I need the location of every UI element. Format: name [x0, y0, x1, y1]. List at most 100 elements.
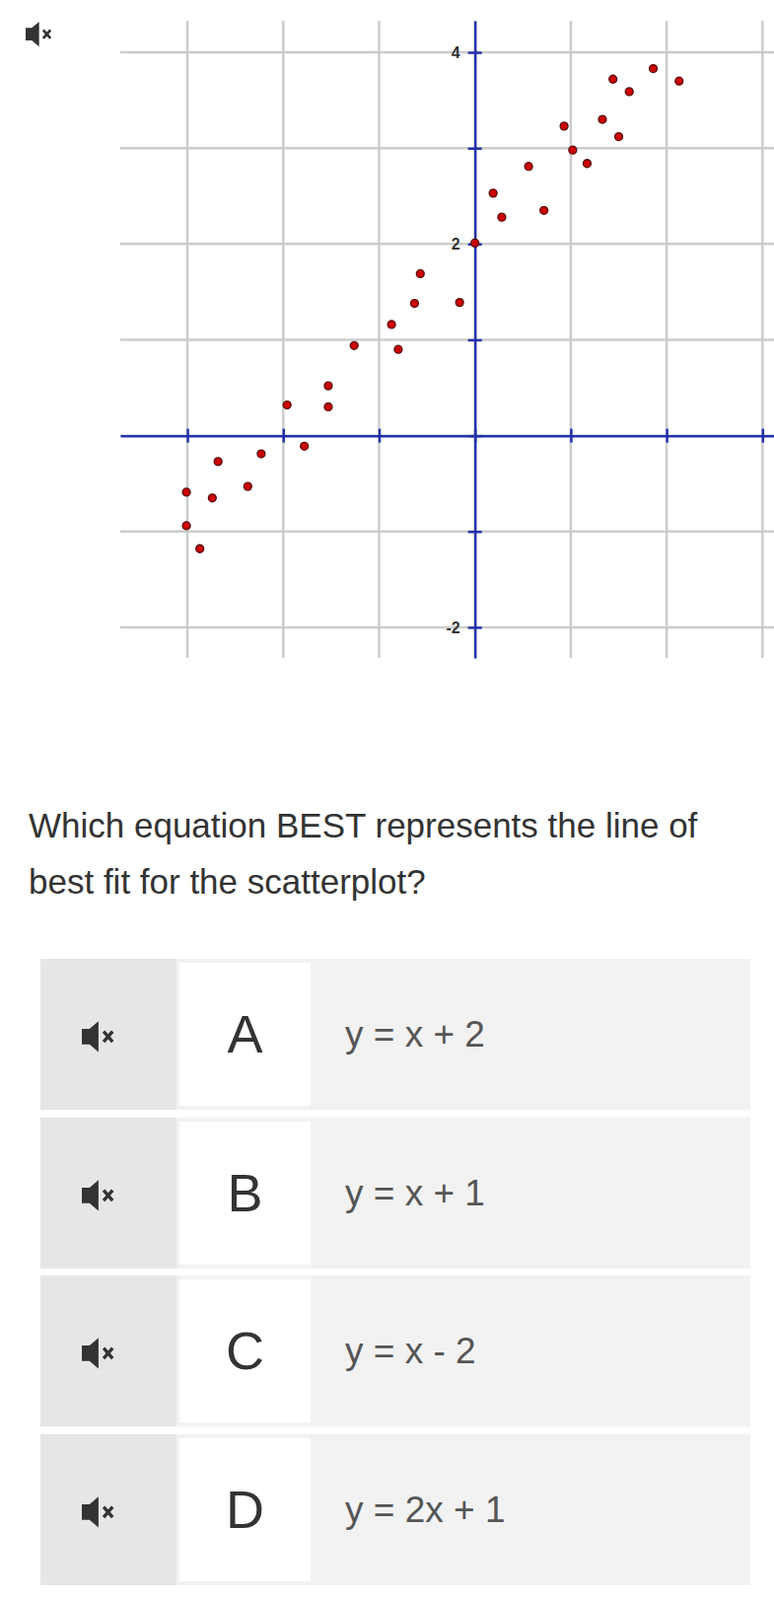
option-audio[interactable] — [40, 1433, 177, 1585]
tick-mark — [468, 530, 483, 534]
tick-label: 4 — [451, 44, 461, 62]
option-letter: A — [179, 962, 311, 1106]
grid-line-y — [120, 51, 774, 55]
mute-icon — [81, 1495, 113, 1527]
option-audio[interactable] — [40, 958, 177, 1110]
tick-label: 2 — [451, 235, 461, 253]
tick-mark — [468, 146, 483, 150]
tick — [468, 435, 483, 437]
point — [182, 521, 191, 530]
option-audio[interactable] — [40, 1117, 177, 1268]
points — [182, 65, 684, 554]
answer-option[interactable]: Dy = 2x + 1 — [40, 1433, 751, 1585]
tick: -2 — [445, 619, 482, 636]
point — [598, 115, 607, 124]
audio-icon — [40, 958, 177, 1110]
y-axis: -2 2 4 — [445, 21, 482, 659]
tick-mark — [569, 428, 573, 443]
option-text: y = 2x + 1 — [345, 1433, 506, 1585]
point — [497, 212, 506, 221]
tick — [468, 147, 483, 149]
tick-mark — [468, 434, 483, 438]
point — [649, 65, 658, 73]
option-letter: C — [179, 1278, 311, 1422]
answer-option[interactable]: Cy = x - 2 — [40, 1274, 751, 1426]
tick — [282, 428, 284, 443]
tick-mark — [282, 428, 286, 443]
option-letter: B — [179, 1121, 311, 1265]
option-text: y = x + 2 — [345, 958, 486, 1110]
x-axis — [121, 428, 774, 443]
point — [387, 320, 396, 329]
option-text: y = x + 1 — [345, 1117, 486, 1268]
point — [455, 298, 464, 307]
point — [324, 402, 333, 411]
option-audio[interactable] — [40, 1274, 177, 1426]
axis-line — [121, 434, 774, 438]
point — [208, 493, 216, 502]
point — [410, 299, 419, 308]
speaker-shape — [81, 1020, 99, 1052]
mute-icon — [81, 1336, 113, 1368]
tick — [187, 428, 189, 443]
mute-icon — [81, 1179, 113, 1210]
speaker-shape — [81, 1336, 99, 1368]
mute-icon — [81, 1020, 113, 1052]
mute-cross — [103, 1031, 113, 1042]
point — [324, 381, 333, 390]
speaker-shape — [81, 1495, 99, 1527]
mute-cross — [103, 1505, 113, 1516]
point — [416, 269, 424, 278]
grid-line-y — [120, 338, 774, 342]
tick-mark — [186, 428, 190, 443]
grid-line-y — [120, 530, 774, 534]
point — [582, 159, 591, 168]
chart: -2 2 4 — [0, 0, 774, 691]
mute-icon[interactable] — [25, 21, 51, 47]
point — [489, 189, 497, 198]
audio-icon — [40, 1433, 177, 1585]
tick — [468, 531, 483, 533]
grid-line-y — [120, 242, 774, 246]
grid-line-y — [120, 146, 774, 150]
tick-mark — [665, 428, 669, 443]
point — [300, 441, 309, 450]
tick — [666, 428, 668, 443]
audio-icon — [40, 1117, 177, 1268]
tick — [570, 428, 572, 443]
option-letter: D — [179, 1437, 311, 1581]
point — [182, 488, 191, 496]
tick — [378, 428, 380, 443]
tick-label: -2 — [445, 619, 460, 636]
tick — [762, 428, 764, 443]
point — [213, 457, 222, 466]
mute-cross — [103, 1189, 113, 1199]
point — [625, 87, 634, 96]
point — [282, 401, 291, 410]
point — [568, 145, 577, 154]
option-text: y = x - 2 — [345, 1274, 477, 1426]
tick-mark — [468, 626, 483, 630]
audio-icon — [40, 1274, 177, 1426]
point — [394, 345, 403, 353]
tick: 2 — [451, 235, 483, 253]
point — [540, 206, 549, 214]
point — [350, 341, 358, 350]
point — [609, 74, 618, 83]
mute-cross — [43, 29, 51, 38]
answer-option[interactable]: By = x + 1 — [40, 1117, 751, 1268]
question: Which equation BEST represents the line … — [28, 796, 739, 910]
grid — [120, 20, 774, 658]
tick — [468, 339, 483, 341]
point — [243, 482, 252, 491]
speaker-shape — [25, 21, 40, 47]
point — [471, 238, 480, 247]
tick-mark — [468, 339, 483, 343]
tick: 4 — [451, 44, 483, 62]
tick-mark — [378, 428, 382, 443]
point — [524, 162, 533, 171]
speaker-shape — [81, 1179, 99, 1210]
point — [560, 122, 568, 131]
answer-option[interactable]: Ay = x + 2 — [40, 958, 751, 1110]
point — [257, 449, 266, 458]
